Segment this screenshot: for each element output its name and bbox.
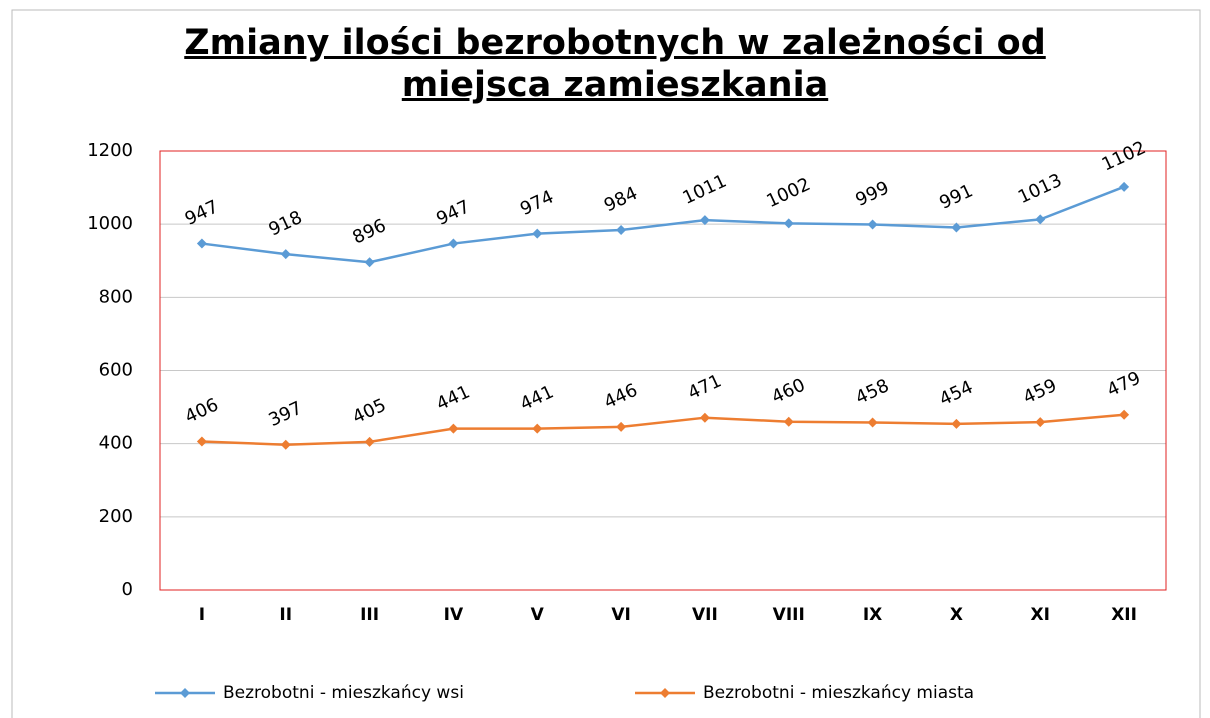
marker	[867, 219, 878, 230]
data-label: 1102	[1099, 137, 1149, 175]
data-label: 479	[1104, 368, 1144, 402]
y-tick-label: 600	[99, 360, 133, 381]
marker	[616, 421, 627, 432]
chart-border	[11, 9, 1201, 718]
marker	[196, 238, 207, 249]
series-line	[201, 185, 1125, 264]
data-label: 459	[1020, 375, 1060, 409]
x-tick-label: II	[279, 605, 292, 625]
legend-label: Bezrobotni - mieszkańcy miasta	[703, 683, 974, 703]
x-tick-label: XI	[1031, 605, 1050, 625]
y-tick-label: 200	[99, 506, 133, 527]
x-tick-label: XII	[1111, 605, 1137, 625]
data-label: 458	[852, 375, 892, 409]
marker	[783, 218, 794, 229]
data-label: 441	[517, 381, 557, 415]
x-tick-label: IV	[444, 605, 464, 625]
legend-label: Bezrobotni - mieszkańcy wsi	[223, 683, 464, 703]
data-label: 999	[852, 177, 892, 211]
data-label: 397	[266, 398, 306, 432]
marker	[532, 423, 543, 434]
marker	[532, 228, 543, 239]
y-tick-label: 800	[99, 286, 133, 307]
plot-border	[159, 150, 1167, 591]
x-tick-label: VIII	[773, 605, 805, 625]
data-label: 460	[769, 374, 809, 408]
data-label: 991	[936, 180, 976, 214]
marker	[364, 436, 375, 447]
data-label: 405	[349, 395, 389, 429]
marker	[616, 225, 627, 236]
marker	[951, 418, 962, 429]
marker	[280, 249, 291, 260]
x-tick-label: VI	[611, 605, 630, 625]
y-tick-label: 0	[122, 579, 133, 600]
marker	[448, 423, 459, 434]
marker	[951, 222, 962, 233]
chart-title: Zmiany ilości bezrobotnych w zależności …	[184, 23, 1046, 105]
series-line	[201, 413, 1125, 447]
data-label: 1011	[680, 170, 730, 208]
data-label: 947	[433, 196, 473, 230]
data-label: 454	[936, 377, 976, 411]
marker	[699, 215, 710, 226]
marker	[699, 412, 710, 423]
x-tick-label: X	[950, 605, 963, 625]
legend-marker	[180, 688, 190, 698]
data-label: 446	[601, 380, 641, 414]
data-label: 896	[349, 215, 389, 249]
marker	[280, 439, 291, 450]
marker	[1035, 417, 1046, 428]
data-label: 1013	[1015, 170, 1065, 208]
marker	[1119, 181, 1130, 192]
marker	[783, 416, 794, 427]
x-tick-label: V	[531, 605, 545, 625]
y-tick-label: 1000	[87, 213, 133, 234]
legend-marker	[660, 688, 670, 698]
x-tick-label: VII	[692, 605, 718, 625]
data-label: 441	[433, 381, 473, 415]
data-label: 471	[685, 370, 725, 404]
data-label: 947	[182, 196, 222, 230]
marker	[1119, 409, 1130, 420]
marker	[867, 417, 878, 428]
x-tick-label: IX	[863, 605, 882, 625]
y-tick-label: 1200	[87, 140, 133, 161]
marker	[196, 436, 207, 447]
data-label: 918	[266, 207, 306, 241]
marker	[448, 238, 459, 249]
y-tick-label: 400	[99, 433, 133, 454]
data-label: 406	[182, 394, 222, 428]
marker	[1035, 214, 1046, 225]
x-tick-label: III	[360, 605, 379, 625]
data-label: 984	[601, 183, 641, 217]
marker	[364, 257, 375, 268]
data-label: 974	[517, 186, 557, 220]
data-label: 1002	[763, 174, 813, 212]
x-tick-label: I	[199, 605, 205, 625]
